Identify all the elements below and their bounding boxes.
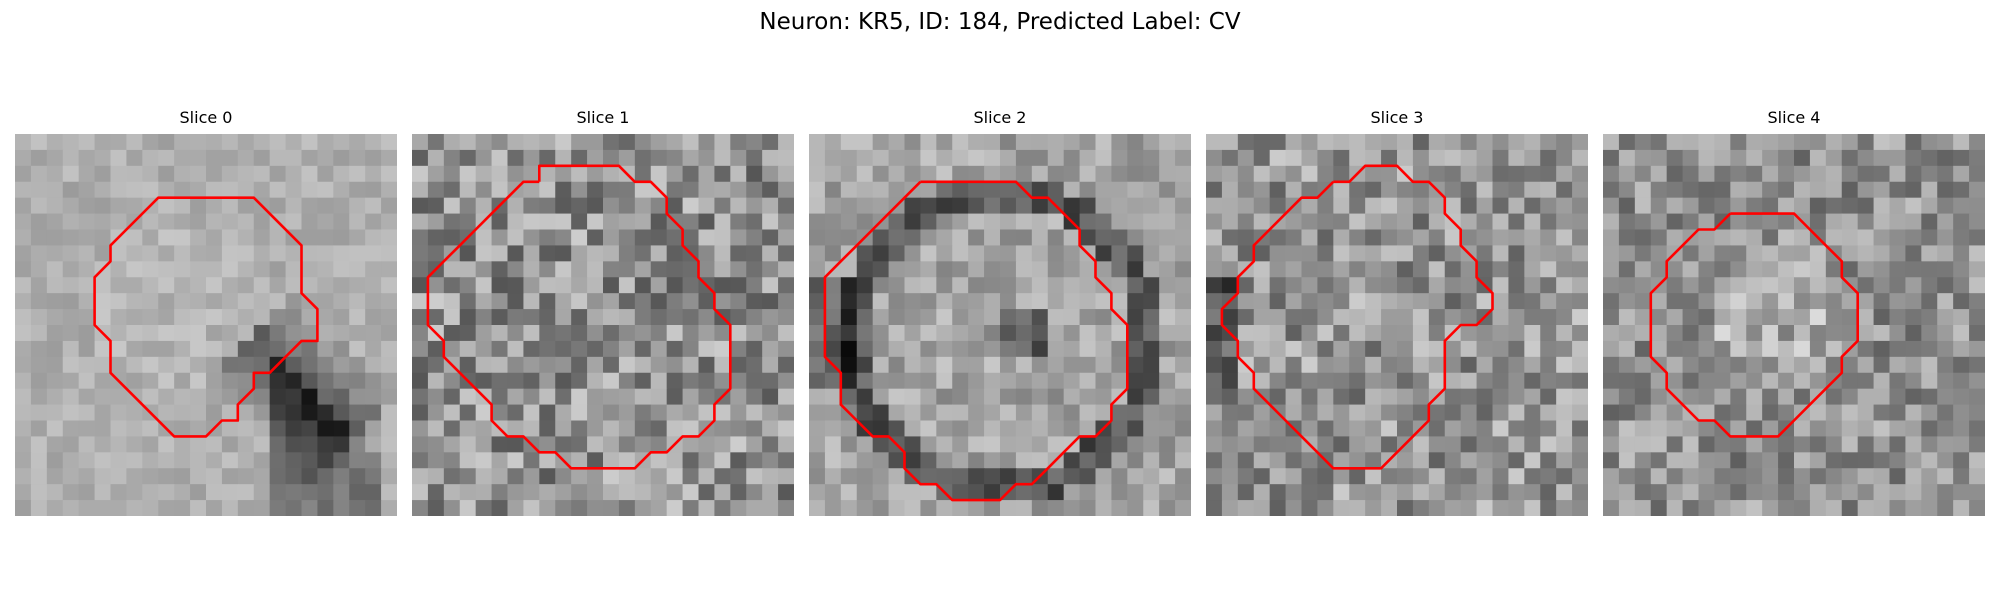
slice-title: Slice 3 — [1370, 108, 1424, 127]
slice-image — [15, 134, 397, 516]
roi-contour — [1649, 212, 1859, 438]
roi-contour — [426, 164, 732, 470]
slice-title: Slice 0 — [179, 108, 233, 127]
slice-image — [809, 134, 1191, 516]
slice-panel-0: Slice 0 — [15, 108, 397, 516]
roi-contour — [93, 196, 319, 438]
micrograph-image — [15, 134, 397, 516]
slice-title: Slice 4 — [1767, 108, 1821, 127]
slice-title: Slice 1 — [576, 108, 630, 127]
slice-title: Slice 2 — [973, 108, 1027, 127]
micrograph-image — [412, 134, 794, 516]
slice-panel-2: Slice 2 — [809, 108, 1191, 516]
roi-contour — [823, 180, 1129, 502]
figure-title: Neuron: KR5, ID: 184, Predicted Label: C… — [759, 9, 1241, 35]
slice-panel-4: Slice 4 — [1603, 108, 1985, 516]
slice-image — [1206, 134, 1588, 516]
micrograph-image — [809, 134, 1191, 516]
micrograph-image — [1603, 134, 1985, 516]
roi-contour — [1220, 164, 1494, 470]
slice-image — [412, 134, 794, 516]
micrograph-image — [1206, 134, 1588, 516]
slice-image — [1603, 134, 1985, 516]
slice-panel-3: Slice 3 — [1206, 108, 1588, 516]
slice-panel-1: Slice 1 — [412, 108, 794, 516]
